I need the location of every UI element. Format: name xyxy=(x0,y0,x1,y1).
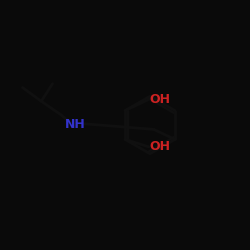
Text: OH: OH xyxy=(150,140,171,153)
Text: NH: NH xyxy=(64,118,86,132)
Text: OH: OH xyxy=(150,93,171,106)
